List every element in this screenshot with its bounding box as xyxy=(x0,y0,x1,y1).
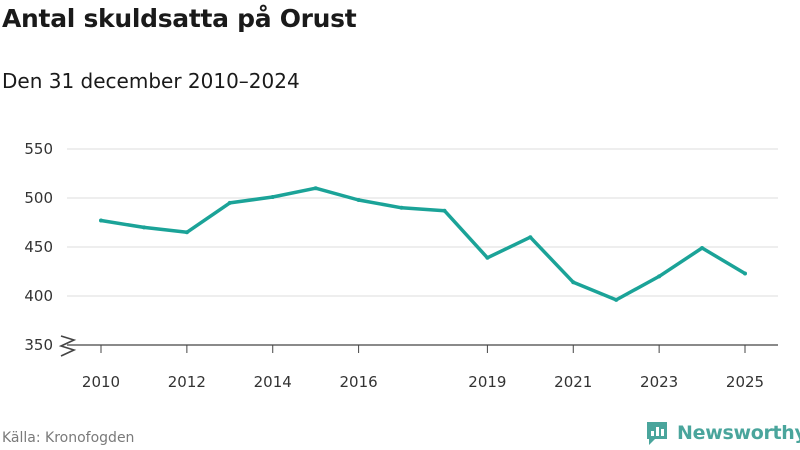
gridlines xyxy=(67,148,778,346)
data-point[interactable] xyxy=(743,271,747,276)
data-point[interactable] xyxy=(99,218,103,223)
x-axis: 2010 2012 2014 2016 2019 2021 2023 2025 xyxy=(82,345,764,391)
x-tick-label: 2021 xyxy=(554,373,592,391)
x-tick-label: 2019 xyxy=(468,373,506,391)
data-point[interactable] xyxy=(700,245,705,250)
x-tick-label: 2012 xyxy=(168,373,206,391)
y-tick-label: 450 xyxy=(24,238,53,256)
axis-break-icon xyxy=(58,335,77,357)
data-point[interactable] xyxy=(485,255,490,260)
data-point[interactable] xyxy=(184,230,189,235)
y-tick-label: 550 xyxy=(24,140,53,158)
brand-name: Newsworthy xyxy=(677,422,800,444)
data-point[interactable] xyxy=(356,197,361,202)
data-point[interactable] xyxy=(614,297,619,302)
x-tick-label: 2014 xyxy=(254,373,292,391)
x-tick-label: 2023 xyxy=(640,373,678,391)
source-note: Källa: Kronofogden xyxy=(2,430,135,446)
y-tick-label: 500 xyxy=(24,189,53,207)
series-layer xyxy=(99,186,747,302)
data-point[interactable] xyxy=(528,235,533,240)
line-chart: 350 400 450 500 550 2010 2012 2014 2016 2019 2021… xyxy=(24,140,778,391)
y-tick-label: 400 xyxy=(24,287,53,305)
data-point[interactable] xyxy=(270,195,275,200)
y-tick-label: 350 xyxy=(24,336,53,354)
chart-subtitle: Den 31 december 2010–2024 xyxy=(2,69,300,93)
data-point[interactable] xyxy=(313,186,318,191)
y-axis-ticks: 350 400 450 500 550 xyxy=(24,140,53,354)
x-tick-label: 2025 xyxy=(726,373,764,391)
chart-title: Antal skuldsatta på Orust xyxy=(2,4,357,33)
newsworthy-logo-icon xyxy=(647,422,667,445)
data-point[interactable] xyxy=(442,208,447,213)
data-point[interactable] xyxy=(227,200,232,205)
data-point[interactable] xyxy=(141,225,146,230)
x-tick-label: 2016 xyxy=(340,373,378,391)
data-point[interactable] xyxy=(571,280,576,285)
data-point[interactable] xyxy=(657,274,662,279)
brand-logo: Newsworthy xyxy=(645,420,800,446)
x-tick-label: 2010 xyxy=(82,373,120,391)
series-line xyxy=(99,186,747,302)
data-point[interactable] xyxy=(399,205,404,210)
